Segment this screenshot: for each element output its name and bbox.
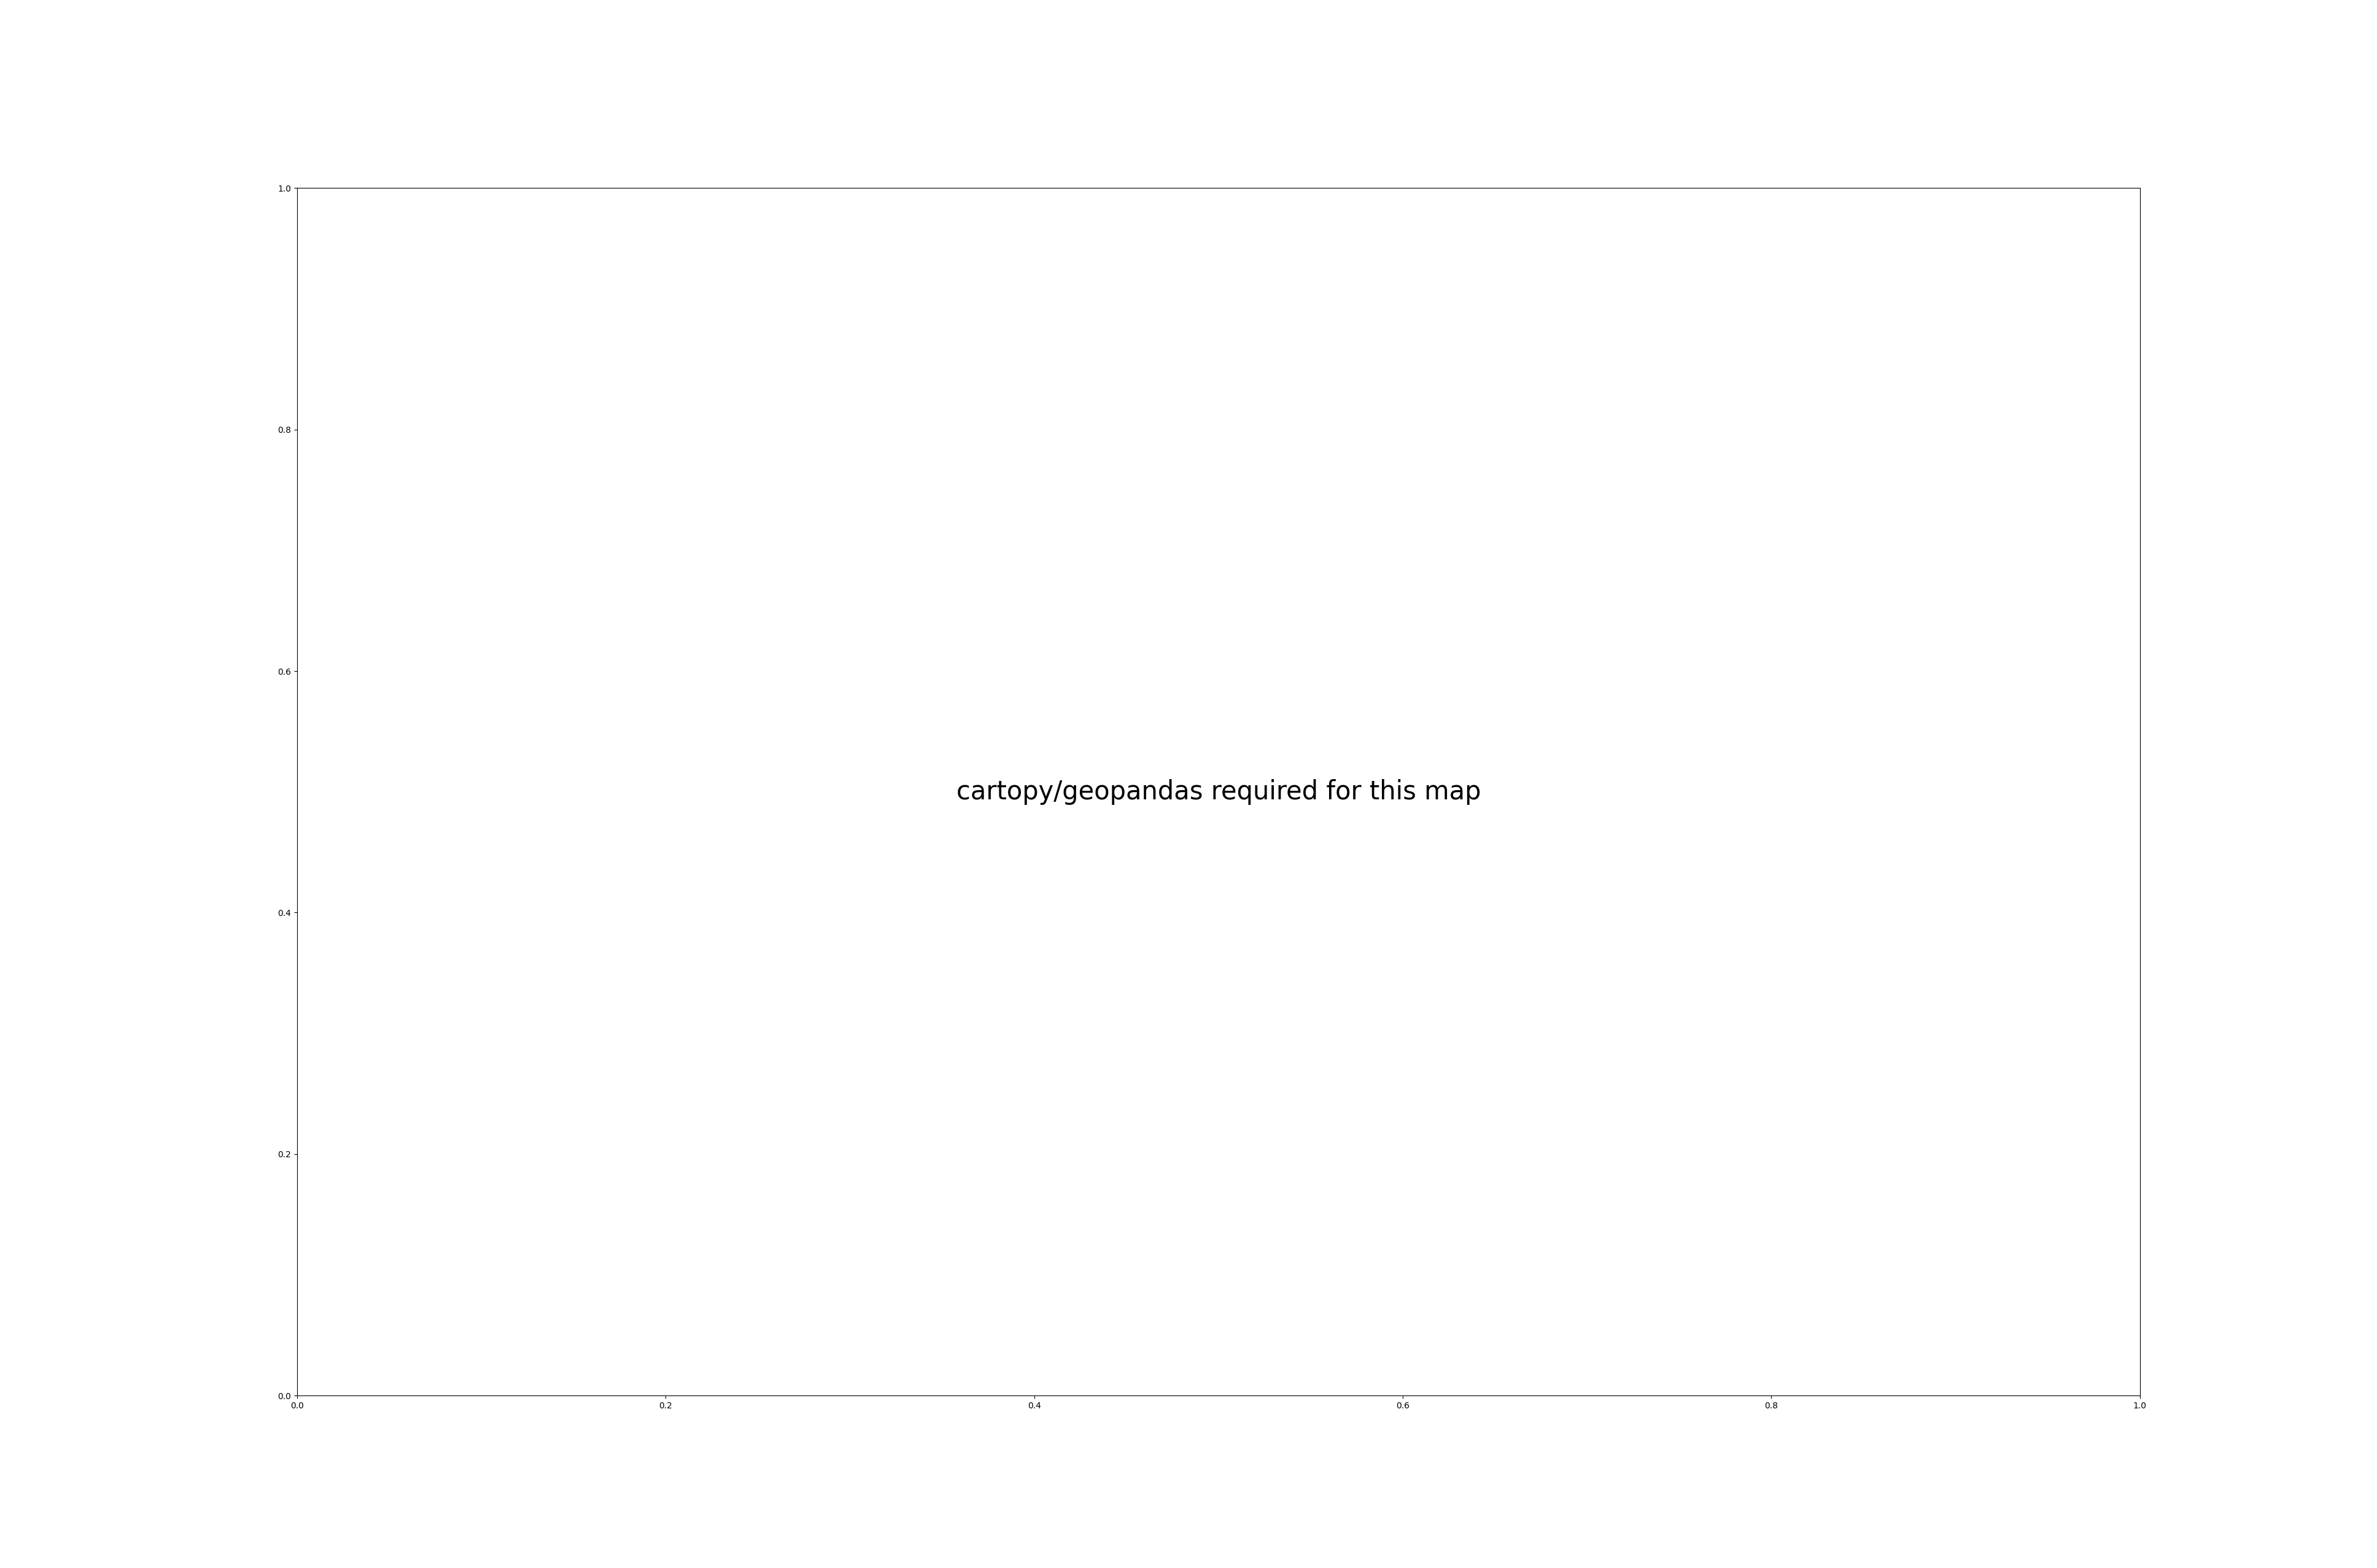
Text: cartopy/geopandas required for this map: cartopy/geopandas required for this map	[956, 779, 1481, 804]
